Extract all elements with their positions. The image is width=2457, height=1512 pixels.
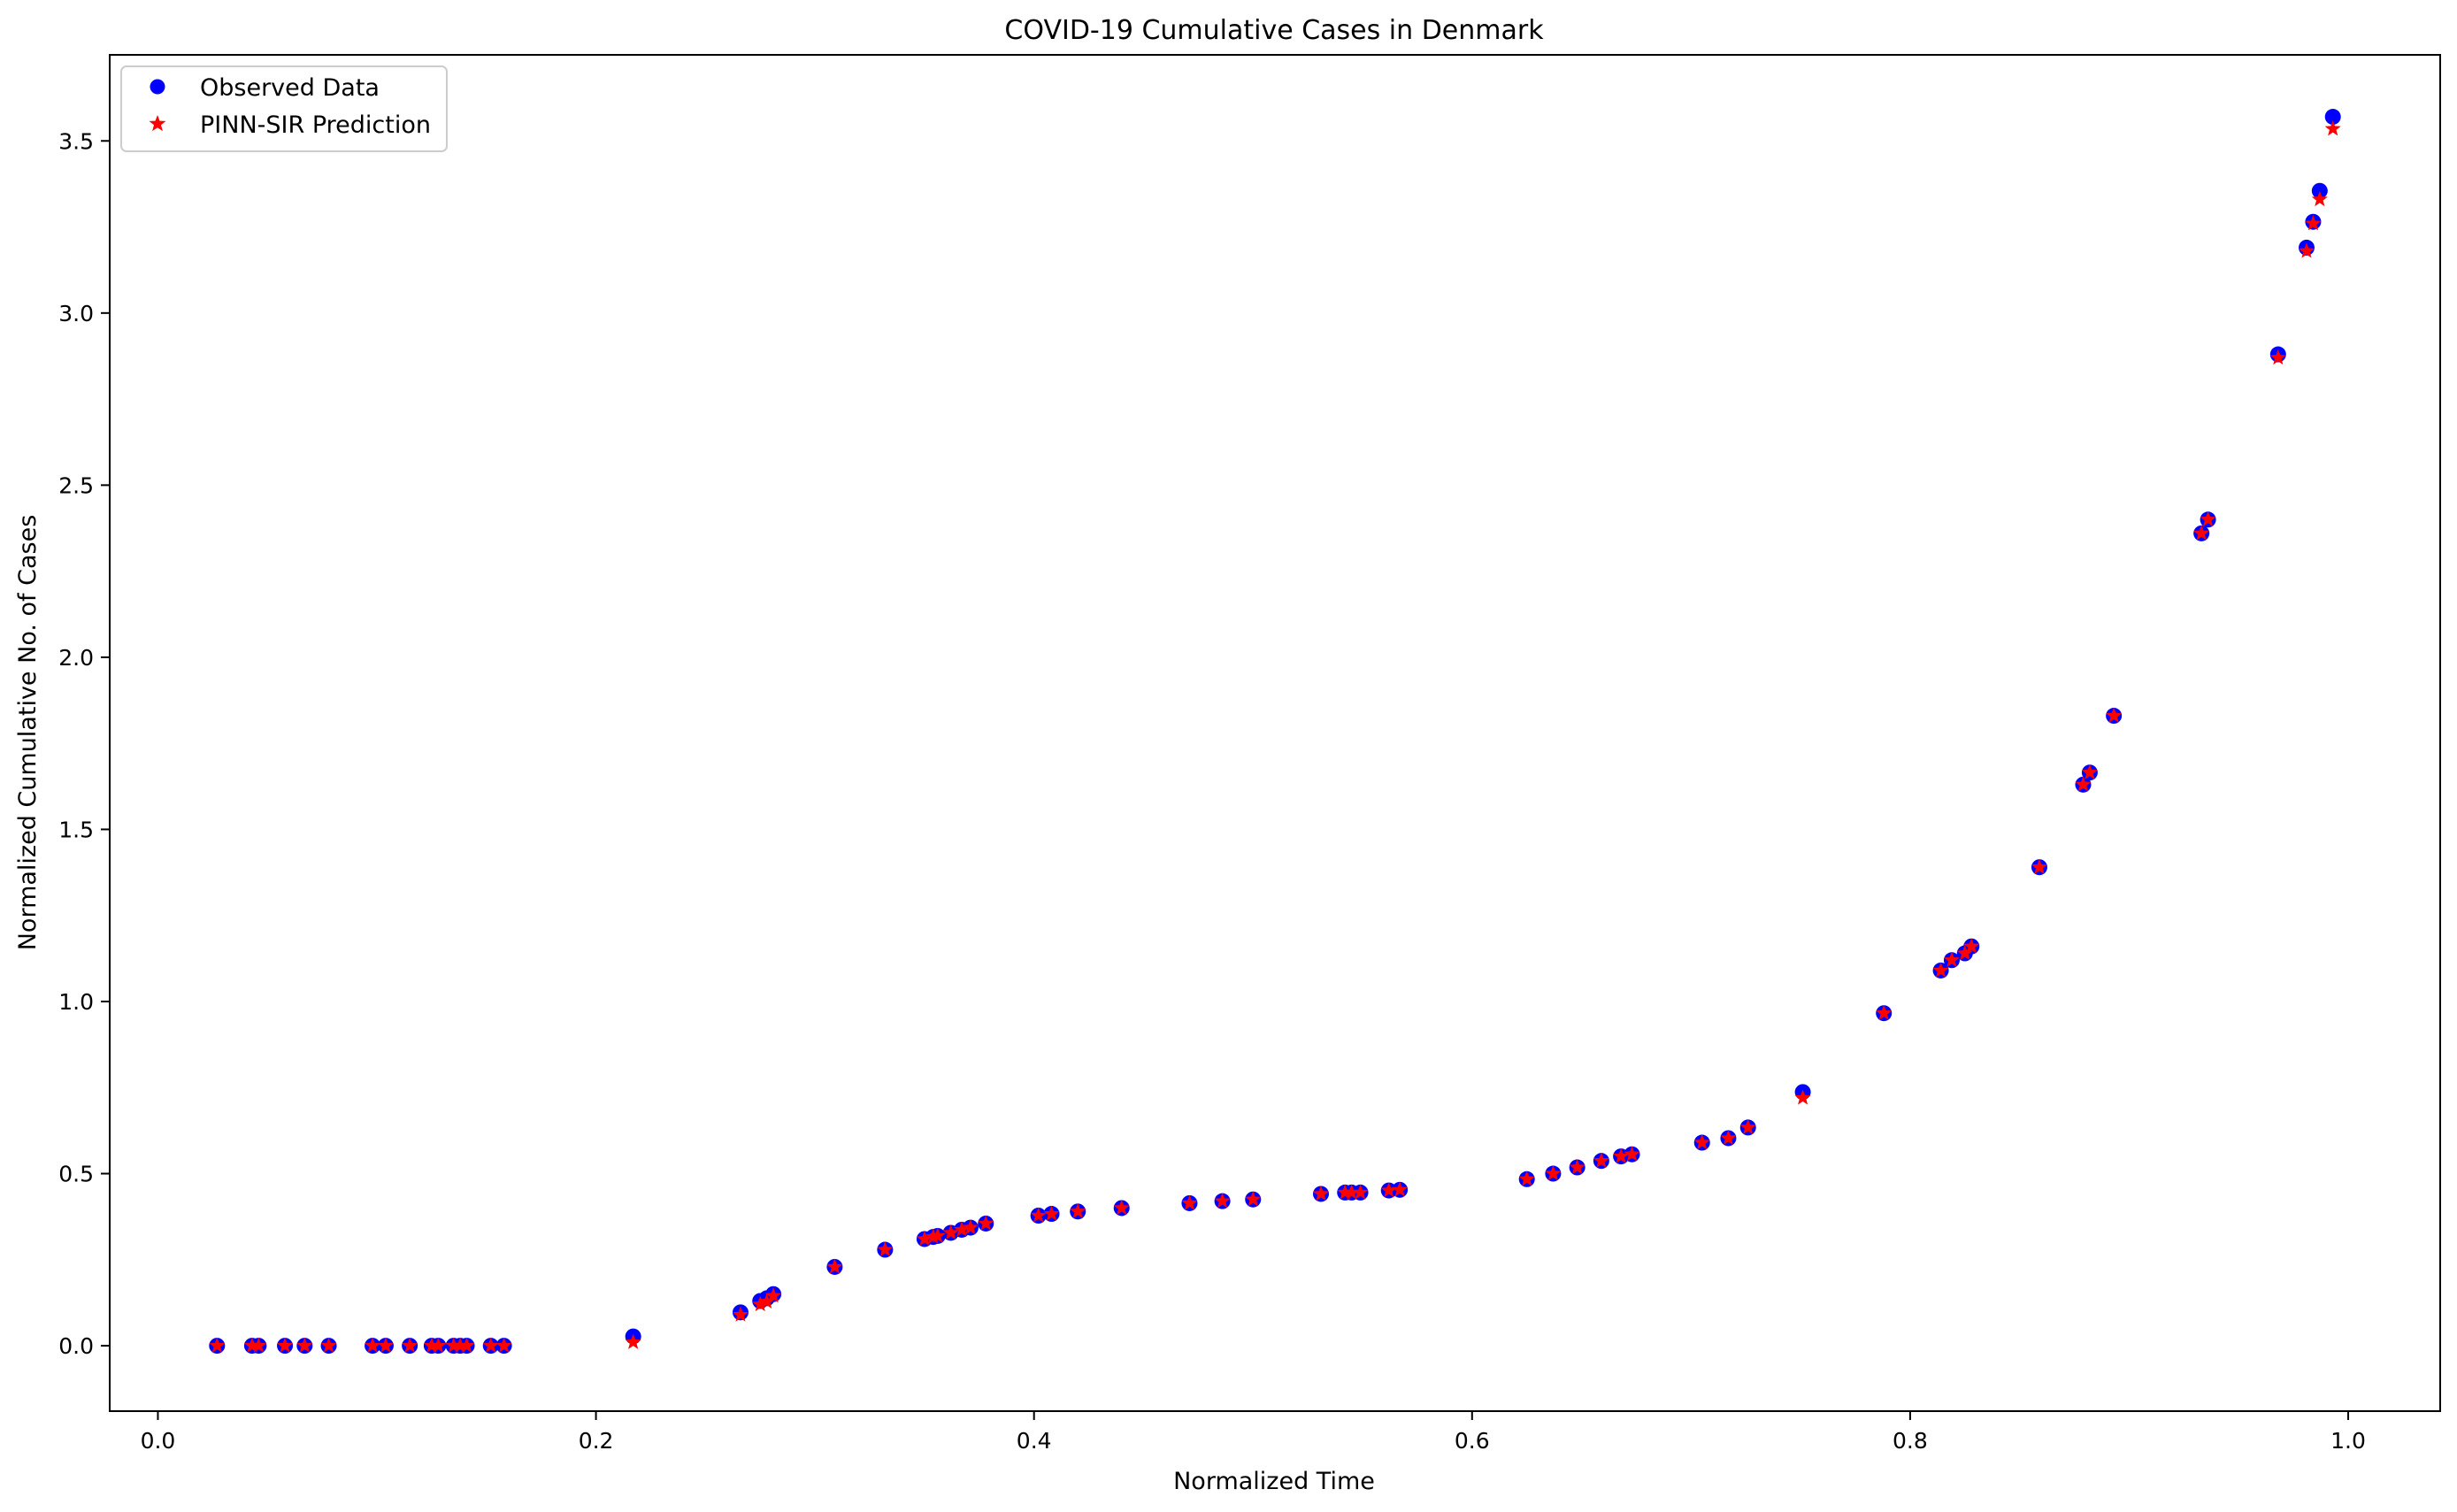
prediction-point (2031, 858, 2048, 874)
prediction-point (209, 1337, 226, 1353)
prediction-point (916, 1230, 933, 1247)
prediction-point (1693, 1134, 1710, 1150)
prediction-point (277, 1337, 294, 1353)
prediction-point (1352, 1184, 1369, 1200)
prediction-point (1956, 945, 1973, 961)
prediction-point (452, 1337, 469, 1353)
legend-label-observed: Observed Data (200, 74, 380, 102)
prediction-point (2324, 120, 2341, 136)
legend-marker-prediction (149, 115, 166, 132)
prediction-point (1070, 1202, 1086, 1219)
y-tick-label: 1.5 (58, 817, 94, 842)
prediction-point (2075, 776, 2092, 792)
prediction-point (445, 1337, 462, 1353)
prediction-point (430, 1337, 447, 1353)
prediction-point (1181, 1194, 1198, 1210)
legend-marker-observed (150, 79, 165, 95)
prediction-point (250, 1337, 267, 1353)
prediction-point (296, 1337, 313, 1353)
prediction-point (320, 1337, 337, 1353)
axes-frame (109, 54, 2441, 1412)
prediction-point (1343, 1184, 1360, 1200)
prediction-point (1739, 1118, 1756, 1135)
prediction-point (1214, 1193, 1231, 1209)
observed-point (2324, 109, 2341, 126)
prediction-point (962, 1219, 979, 1235)
observed-point (2311, 182, 2328, 199)
prediction-point (2269, 349, 2286, 365)
prediction-point (1337, 1184, 1354, 1200)
prediction-point (732, 1306, 749, 1322)
prediction-point (625, 1333, 641, 1349)
prediction-point (1932, 962, 1949, 978)
x-tick-label: 0.8 (1893, 1428, 1928, 1454)
prediction-point (1380, 1182, 1397, 1198)
prediction-point (243, 1337, 260, 1353)
y-tick-label: 1.0 (58, 989, 94, 1015)
prediction-point (877, 1241, 894, 1257)
x-tick-label: 0.0 (141, 1428, 176, 1454)
prediction-point (402, 1337, 418, 1353)
prediction-point (2311, 190, 2328, 207)
prediction-point (1392, 1181, 1409, 1197)
legend-box (120, 65, 448, 152)
prediction-point (1245, 1191, 1262, 1207)
prediction-point (1030, 1207, 1047, 1223)
x-tick-label: 0.6 (1455, 1428, 1490, 1454)
prediction-point (752, 1295, 769, 1312)
prediction-point (978, 1215, 994, 1231)
prediction-point (1794, 1089, 1811, 1105)
prediction-point (2106, 707, 2123, 723)
prediction-point (377, 1337, 394, 1353)
prediction-point (1943, 951, 1960, 967)
prediction-point (1876, 1004, 1893, 1020)
prediction-point (765, 1287, 782, 1303)
prediction-point (826, 1258, 843, 1274)
prediction-point (1312, 1185, 1330, 1201)
prediction-point (2081, 764, 2098, 779)
x-tick-label: 0.4 (1017, 1428, 1052, 1454)
x-axis: 0.0 0.2 0.4 0.6 0.8 1.0 (141, 1411, 2366, 1454)
prediction-point (1518, 1170, 1535, 1186)
prediction-point (1963, 938, 1980, 954)
x-tick-label: 0.2 (579, 1428, 614, 1454)
y-tick-label: 2.0 (58, 645, 94, 671)
y-tick-label: 0.5 (58, 1162, 94, 1187)
prediction-point (2200, 510, 2216, 526)
y-axis: 0.0 0.5 1.0 1.5 2.0 2.5 3.0 3.5 (58, 128, 110, 1359)
prediction-point (929, 1227, 946, 1243)
prediction-point (458, 1337, 475, 1353)
y-tick-label: 2.5 (58, 472, 94, 498)
prediction-point (365, 1337, 381, 1353)
y-axis-label: Normalized Cumulative No. of Cases (14, 515, 42, 951)
prediction-point (2193, 525, 2210, 541)
y-tick-label: 3.5 (58, 128, 94, 154)
prediction-point (1613, 1147, 1630, 1163)
prediction-point (495, 1337, 512, 1353)
prediction-point (1593, 1152, 1609, 1168)
prediction-point (942, 1224, 959, 1240)
prediction-point (2305, 215, 2322, 231)
y-tick-label: 0.0 (58, 1333, 94, 1359)
plot-area (209, 109, 2341, 1355)
prediction-point (758, 1293, 775, 1309)
prediction-point (1624, 1146, 1640, 1162)
y-tick-label: 3.0 (58, 301, 94, 326)
prediction-point (423, 1337, 440, 1353)
prediction-point (1569, 1159, 1586, 1175)
chart-title: COVID-19 Cumulative Cases in Denmark (1004, 15, 1544, 46)
prediction-point (1545, 1165, 1562, 1181)
prediction-point (1043, 1205, 1060, 1221)
x-axis-label: Normalized Time (1173, 1468, 1375, 1495)
prediction-point (1113, 1199, 1130, 1216)
x-tick-label: 1.0 (2330, 1428, 2366, 1454)
legend: Observed Data PINN-SIR Prediction (120, 65, 448, 152)
prediction-point (482, 1337, 499, 1353)
prediction-point (953, 1221, 971, 1237)
prediction-point (1720, 1129, 1737, 1146)
legend-label-prediction: PINN-SIR Prediction (200, 111, 431, 139)
prediction-point (2298, 242, 2315, 258)
